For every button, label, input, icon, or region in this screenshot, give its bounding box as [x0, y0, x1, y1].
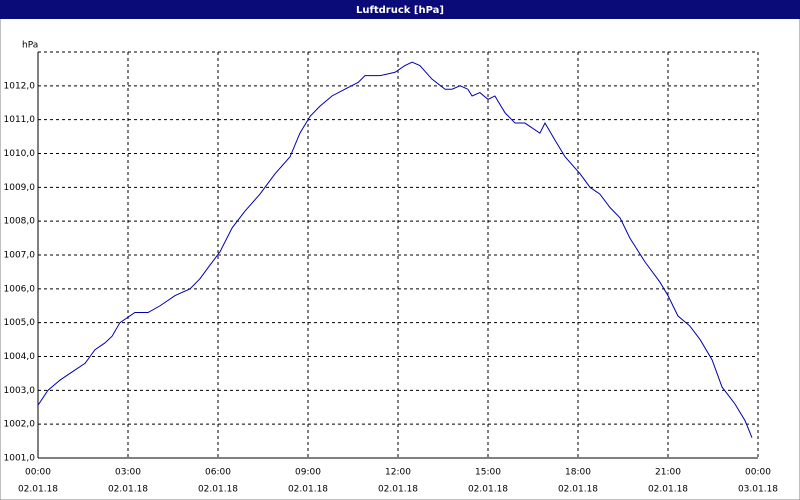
x-tick-date: 02.01.18	[18, 485, 58, 495]
x-tick-label: 06:00	[205, 468, 231, 478]
x-tick-label: 00:00	[25, 468, 51, 478]
y-tick-label: 1012,0	[4, 81, 36, 91]
y-tick-label: 1004,0	[4, 352, 36, 362]
y-tick-label: 1008,0	[4, 217, 36, 227]
y-tick-label: 1009,0	[4, 183, 36, 193]
y-tick-label: 1005,0	[4, 318, 36, 328]
x-tick-label: 15:00	[475, 468, 501, 478]
title-bar	[0, 0, 800, 19]
y-tick-label: 1007,0	[4, 251, 36, 261]
data-line	[37, 61, 753, 438]
x-tick-label: 21:00	[655, 468, 681, 478]
x-tick-label: 00:00	[745, 468, 771, 478]
chart-title: Luftdruck [hPa]	[356, 5, 444, 16]
y-tick-label: 1011,0	[4, 115, 36, 125]
x-tick-label: 12:00	[385, 468, 411, 478]
x-tick-date: 02.01.18	[558, 485, 598, 495]
x-tick-label: 09:00	[295, 468, 321, 478]
y-tick-label: 1006,0	[4, 284, 36, 294]
x-tick-date: 02.01.18	[108, 485, 148, 495]
y-tick-label: 1001,0	[4, 454, 36, 464]
y-tick-label: 1002,0	[4, 420, 36, 430]
y-axis-label: hPa	[22, 41, 38, 51]
x-tick-date: 02.01.18	[198, 485, 238, 495]
x-tick-date: 02.01.18	[288, 485, 328, 495]
x-tick-date: 02.01.18	[468, 485, 508, 495]
y-tick-label: 1003,0	[4, 386, 36, 396]
x-tick-date: 02.01.18	[378, 485, 418, 495]
x-tick-date: 02.01.18	[648, 485, 688, 495]
x-tick-label: 03:00	[115, 468, 141, 478]
y-tick-label: 1010,0	[4, 149, 36, 159]
x-tick-date: 03.01.18	[738, 485, 778, 495]
x-tick-label: 18:00	[565, 468, 591, 478]
